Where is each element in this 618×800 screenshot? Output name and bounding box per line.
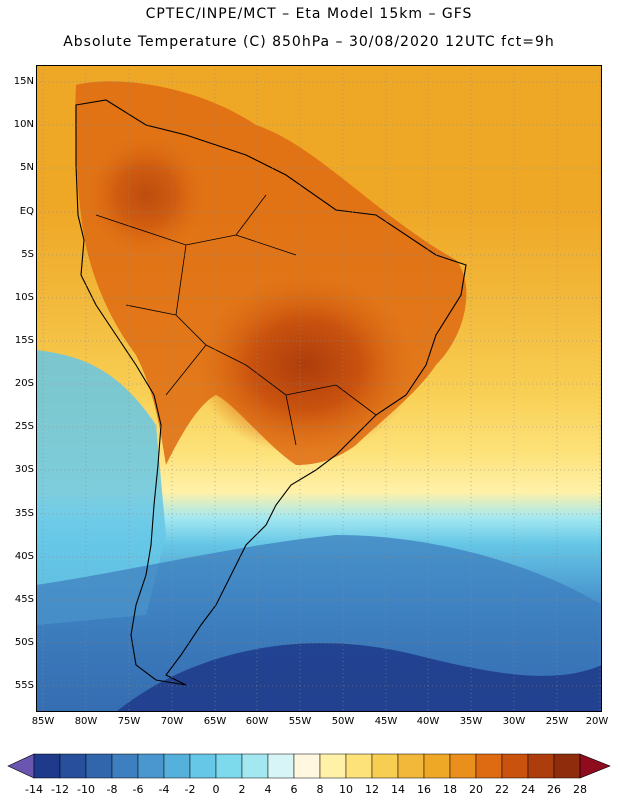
colorbar-bin bbox=[33, 753, 61, 779]
interior-hot-spot bbox=[196, 275, 416, 455]
colorbar-label: 10 bbox=[339, 783, 353, 796]
lat-label: 40S bbox=[14, 551, 34, 562]
colorbar-bin bbox=[397, 753, 425, 779]
colorbar-bin bbox=[215, 753, 243, 779]
lat-label: 20S bbox=[14, 378, 34, 389]
south-coldest-zone bbox=[116, 643, 602, 712]
lat-label: 10S bbox=[14, 292, 34, 303]
lon-label: 40W bbox=[416, 716, 440, 727]
lon-label: 35W bbox=[459, 716, 483, 727]
lon-label: 60W bbox=[245, 716, 269, 727]
colorbar-label: 12 bbox=[365, 783, 379, 796]
colorbar-label: 20 bbox=[469, 783, 483, 796]
lat-label: 45S bbox=[14, 594, 34, 605]
colorbar-bin bbox=[163, 753, 191, 779]
colorbar-bin bbox=[137, 753, 165, 779]
colorbar-label: -12 bbox=[51, 783, 69, 796]
colorbar-label: 18 bbox=[443, 783, 457, 796]
lat-label: 55S bbox=[14, 680, 34, 691]
lon-label: 50W bbox=[331, 716, 355, 727]
colorbar-label: 26 bbox=[547, 783, 561, 796]
colorbar-label: 0 bbox=[212, 783, 220, 796]
colorbar-bin bbox=[449, 753, 477, 779]
lat-label: 5S bbox=[21, 249, 34, 260]
lon-label: 25W bbox=[545, 716, 569, 727]
country-borders bbox=[95, 194, 377, 446]
lon-label: 75W bbox=[117, 716, 141, 727]
colorbar-bin bbox=[527, 753, 555, 779]
lon-label: 55W bbox=[288, 716, 312, 727]
colorbar-bin bbox=[85, 753, 113, 779]
temperature-map bbox=[36, 65, 602, 712]
colorbar-label: -6 bbox=[132, 783, 144, 796]
colorbar-label: 2 bbox=[238, 783, 246, 796]
colorbar-over-arrow bbox=[579, 753, 611, 779]
lat-label: 10N bbox=[13, 119, 34, 130]
colorbar-bin bbox=[553, 753, 581, 779]
colorbar-bin bbox=[501, 753, 529, 779]
map-title: CPTEC/INPE/MCT – Eta Model 15km – GFS bbox=[145, 6, 473, 22]
colorbar-under-arrow bbox=[7, 753, 35, 779]
map-subtitle: Absolute Temperature (C) 850hPa – 30/08/… bbox=[63, 34, 555, 50]
colorbar-label: -8 bbox=[106, 783, 118, 796]
colorbar-bin bbox=[241, 753, 269, 779]
colorbar-label: 6 bbox=[290, 783, 298, 796]
lon-label: 30W bbox=[502, 716, 526, 727]
colorbar-bin bbox=[371, 753, 399, 779]
color-scale bbox=[7, 753, 611, 779]
colorbar-label: 24 bbox=[521, 783, 535, 796]
colorbar-label: 14 bbox=[391, 783, 405, 796]
colorbar-bin bbox=[189, 753, 217, 779]
colorbar-bin bbox=[345, 753, 373, 779]
colorbar-label: 22 bbox=[495, 783, 509, 796]
colorbar-label: -10 bbox=[77, 783, 95, 796]
lon-label: 65W bbox=[203, 716, 227, 727]
colorbar-label: -4 bbox=[158, 783, 170, 796]
lat-label: 50S bbox=[14, 637, 34, 648]
lat-label: 25S bbox=[14, 421, 34, 432]
lat-label: EQ bbox=[19, 206, 34, 217]
colorbar-label: 4 bbox=[264, 783, 272, 796]
lat-label: 30S bbox=[14, 464, 34, 475]
map-frame bbox=[36, 65, 602, 712]
north-hot-spot bbox=[86, 135, 206, 255]
lon-label: 20W bbox=[585, 716, 609, 727]
colorbar-label: -2 bbox=[184, 783, 196, 796]
lat-label: 35S bbox=[14, 508, 34, 519]
lat-label: 15S bbox=[14, 335, 34, 346]
colorbar-label: 28 bbox=[573, 783, 587, 796]
colorbar-label: -14 bbox=[25, 783, 43, 796]
colorbar-bin bbox=[319, 753, 347, 779]
colorbar-bin bbox=[475, 753, 503, 779]
lon-label: 80W bbox=[74, 716, 98, 727]
coastline bbox=[75, 99, 467, 686]
pacific-cool-zone bbox=[36, 350, 166, 625]
colorbar-bin bbox=[267, 753, 295, 779]
colorbar-bin bbox=[111, 753, 139, 779]
colorbar-bin bbox=[293, 753, 321, 779]
lat-label: 5N bbox=[20, 162, 34, 173]
colorbar-bin bbox=[59, 753, 87, 779]
colorbar-label: 16 bbox=[417, 783, 431, 796]
lon-label: 85W bbox=[31, 716, 55, 727]
lon-label: 45W bbox=[374, 716, 398, 727]
colorbar-label: 8 bbox=[316, 783, 324, 796]
colorbar-bin bbox=[423, 753, 451, 779]
lat-label: 15N bbox=[13, 76, 34, 87]
lon-label: 70W bbox=[160, 716, 184, 727]
